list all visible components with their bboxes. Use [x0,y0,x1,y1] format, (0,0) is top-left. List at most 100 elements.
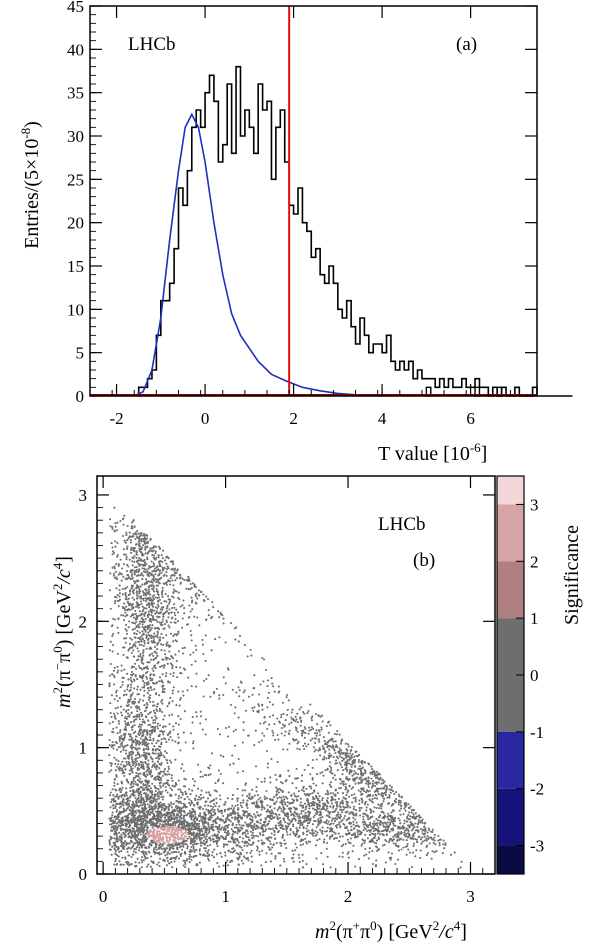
scatter-point [219,810,222,813]
scatter-point [252,829,255,832]
scatter-point [115,795,118,798]
scatter-point [159,763,162,766]
scatter-point [286,804,289,808]
scatter-point [296,742,299,745]
scatter-point [218,616,221,619]
scatter-point [144,588,147,591]
scatter-point [325,799,328,802]
scatter-point [180,852,183,855]
scatter-point [204,634,207,637]
scatter-point [372,830,375,833]
scatter-point [150,560,153,563]
scatter-point [287,825,290,828]
scatter-point [380,805,383,808]
scatter-point [191,777,194,781]
scatter-point [351,801,354,804]
scatter-point [341,792,344,795]
scatter-point [112,747,115,750]
scatter-point [326,789,329,792]
scatter-point [231,816,234,819]
scatter-point [156,620,159,623]
scatter-point [212,805,215,809]
scatter-point [213,848,216,851]
scatter-point [152,549,155,552]
scatter-point [222,617,225,620]
scatter-point [109,662,112,666]
scatter-point [181,763,184,766]
scatter-point [129,683,133,686]
scatter-point [118,831,121,834]
scatter-point [237,797,240,800]
scatter-point [165,583,168,586]
scatter-point [319,810,322,813]
scatter-point [371,797,374,801]
scatter-point [158,582,161,585]
scatter-point [305,799,308,802]
scatter-point [126,524,129,528]
scatter-point [131,702,135,705]
scatter-point [171,595,174,598]
scatter-point [212,798,216,801]
scatter-point [164,592,167,596]
scatter-point [263,734,266,737]
scatter-point [120,788,123,792]
scatter-point [219,798,222,801]
scatter-point [167,738,170,741]
scatter-point [353,793,356,796]
scatter-point [155,652,158,655]
scatter-point [132,557,135,560]
scatter-point [320,852,323,855]
scatter-point [175,666,178,669]
scatter-point [357,789,360,792]
scatter-point [154,645,157,648]
scatter-point [240,817,243,820]
scatter-point [122,863,125,866]
scatter-point [271,846,274,849]
scatter-point [252,836,255,839]
scatter-point [140,856,144,859]
scatter-point [339,778,342,781]
scatter-point [347,829,350,832]
scatter-point [129,733,132,736]
scatter-point [108,674,111,677]
scatter-point [362,787,365,790]
experiment-label-a: LHCb [128,34,176,55]
scatter-point [162,643,165,647]
scatter-point [156,727,160,730]
scatter-point [140,573,143,576]
scatter-point [144,600,148,603]
scatter-point [138,698,142,701]
scatter-point [397,817,400,820]
scatter-point [115,834,118,838]
scatter-point [294,777,297,780]
scatter-point [114,825,117,828]
scatter-point [174,781,177,785]
scatter-point [143,773,146,776]
scatter-point [143,720,146,723]
scatter-point [154,573,157,576]
scatter-point [140,643,143,647]
scatter-point [164,805,167,808]
scatter-point [348,812,351,815]
scatter-point [266,762,269,765]
scatter-point [331,797,334,800]
scatter-point [156,748,159,751]
scatter-point [343,817,346,820]
scatter-point [167,840,170,843]
scatter-point [280,807,283,810]
scatter-point [139,653,142,656]
scatter-point [137,715,140,718]
scatter-point [177,611,180,614]
scatter-point [167,767,170,770]
scatter-point [175,659,178,663]
scatter-point [317,797,320,800]
scatter-point [161,673,164,676]
scatter-point [168,602,171,605]
scatter-point [313,789,316,792]
scatter-point [145,757,148,760]
scatter-point [265,789,268,793]
scatter-point [249,851,252,854]
scatter-point [382,824,385,827]
scatter-point [378,787,382,790]
scatter-point [290,793,293,797]
